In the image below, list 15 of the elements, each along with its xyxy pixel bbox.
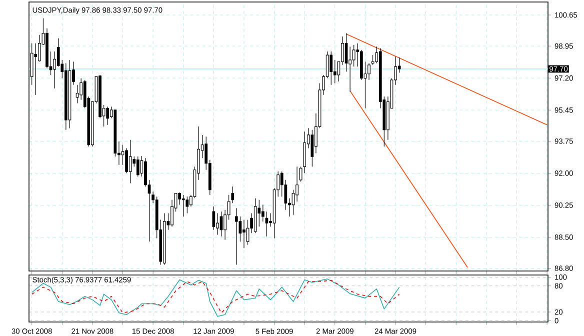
candlestick <box>125 148 128 174</box>
candlestick <box>53 51 56 89</box>
candlestick <box>162 212 166 266</box>
candlestick <box>98 74 102 119</box>
candlestick <box>368 62 370 80</box>
candlestick <box>296 166 298 202</box>
candlestick <box>261 204 264 222</box>
candlestick <box>34 43 38 96</box>
candlestick <box>128 140 132 184</box>
candlestick <box>216 212 219 236</box>
candlestick <box>64 62 68 130</box>
candlestick <box>348 46 352 92</box>
candlestick <box>46 28 48 68</box>
candlestick <box>242 219 246 248</box>
candlestick <box>360 50 363 80</box>
